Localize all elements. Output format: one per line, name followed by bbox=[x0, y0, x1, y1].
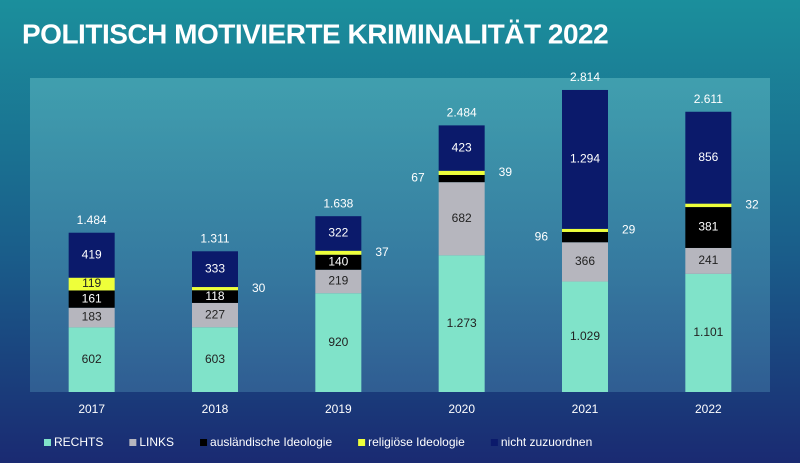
total-label: 1.638 bbox=[323, 196, 353, 210]
bar-segment bbox=[315, 293, 362, 392]
bar-segment bbox=[192, 290, 238, 303]
bar-segment bbox=[438, 255, 485, 392]
value-label: 32 bbox=[745, 198, 759, 212]
bar-segment bbox=[438, 125, 485, 171]
value-label: 30 bbox=[252, 281, 266, 295]
value-label: 119 bbox=[82, 276, 101, 290]
value-label: 419 bbox=[82, 247, 102, 261]
bar-segment bbox=[68, 290, 115, 308]
legend-swatch bbox=[200, 439, 208, 446]
bar-segment bbox=[315, 269, 362, 294]
bar-segment bbox=[192, 327, 238, 392]
bar-segment bbox=[685, 247, 732, 274]
bar-segment bbox=[562, 281, 608, 392]
bar-segment bbox=[68, 327, 115, 392]
legend-label: LINKS bbox=[139, 435, 174, 449]
legend-swatch bbox=[358, 439, 366, 446]
bar-segment bbox=[68, 277, 115, 291]
bar-segment bbox=[192, 302, 238, 328]
legend-label: religiöse Ideologie bbox=[368, 435, 465, 449]
value-label: 682 bbox=[452, 211, 472, 225]
plot-area bbox=[30, 78, 770, 392]
legend-swatch bbox=[490, 439, 498, 446]
bar-segment bbox=[438, 170, 485, 175]
value-label: 96 bbox=[535, 229, 549, 243]
legend-swatch bbox=[44, 439, 51, 446]
value-label: 603 bbox=[205, 352, 225, 366]
total-label: 2.484 bbox=[447, 106, 477, 120]
bar-segment bbox=[562, 231, 608, 243]
value-label: 219 bbox=[328, 274, 348, 288]
x-tick-label: 2022 bbox=[695, 402, 722, 416]
legend-label: ausländische Ideologie bbox=[210, 435, 332, 449]
value-label: 856 bbox=[698, 150, 718, 164]
legend-label: nicht zuzuordnen bbox=[501, 435, 592, 449]
bar-segment bbox=[315, 216, 362, 251]
value-label: 1.294 bbox=[570, 152, 600, 166]
total-label: 2.814 bbox=[570, 70, 600, 84]
value-label: 920 bbox=[328, 335, 348, 349]
value-label: 161 bbox=[82, 291, 102, 305]
value-label: 183 bbox=[82, 310, 102, 324]
bar-segment bbox=[192, 287, 238, 291]
value-label: 381 bbox=[698, 220, 718, 234]
value-label: 602 bbox=[82, 352, 102, 366]
value-label: 140 bbox=[328, 254, 348, 268]
value-label: 322 bbox=[328, 226, 348, 240]
x-tick-label: 2020 bbox=[448, 402, 475, 416]
bar-segment bbox=[562, 242, 608, 282]
value-label: 333 bbox=[205, 261, 225, 275]
value-label: 241 bbox=[698, 253, 718, 267]
value-label: 366 bbox=[575, 254, 595, 268]
value-label: 227 bbox=[205, 307, 225, 321]
bar-segment bbox=[685, 203, 732, 208]
legend-label: RECHTS bbox=[54, 435, 103, 449]
bar-segment bbox=[315, 254, 362, 270]
total-label: 1.484 bbox=[77, 213, 107, 227]
bar-segment bbox=[315, 250, 362, 255]
bar-segment bbox=[68, 232, 115, 278]
x-tick-label: 2019 bbox=[325, 402, 352, 416]
total-label: 2.611 bbox=[694, 92, 723, 106]
value-label: 29 bbox=[622, 223, 636, 237]
bar-segment bbox=[685, 111, 732, 204]
x-tick-label: 2021 bbox=[572, 402, 599, 416]
bar-segment bbox=[192, 251, 238, 288]
chart-title: POLITISCH MOTIVIERTE KRIMINALITÄT 2022 bbox=[22, 18, 608, 49]
value-label: 1.101 bbox=[693, 325, 723, 339]
value-label: 423 bbox=[452, 140, 472, 154]
total-label: 1.311 bbox=[200, 231, 229, 245]
x-tick-label: 2017 bbox=[78, 402, 105, 416]
value-label: 1.029 bbox=[570, 329, 600, 343]
bar-segment bbox=[562, 89, 608, 229]
legend-swatch bbox=[129, 439, 137, 446]
value-label: 39 bbox=[499, 165, 513, 179]
value-label: 37 bbox=[375, 245, 389, 259]
bar-segment bbox=[685, 207, 732, 248]
value-label: 118 bbox=[205, 289, 224, 303]
value-label: 1.273 bbox=[447, 316, 477, 330]
value-label: 67 bbox=[411, 171, 425, 185]
bar-segment bbox=[438, 174, 485, 183]
x-tick-label: 2018 bbox=[202, 402, 229, 416]
bar-segment bbox=[685, 273, 732, 392]
bar-segment bbox=[562, 228, 608, 232]
bar-segment bbox=[68, 307, 115, 328]
bar-segment bbox=[438, 182, 485, 256]
